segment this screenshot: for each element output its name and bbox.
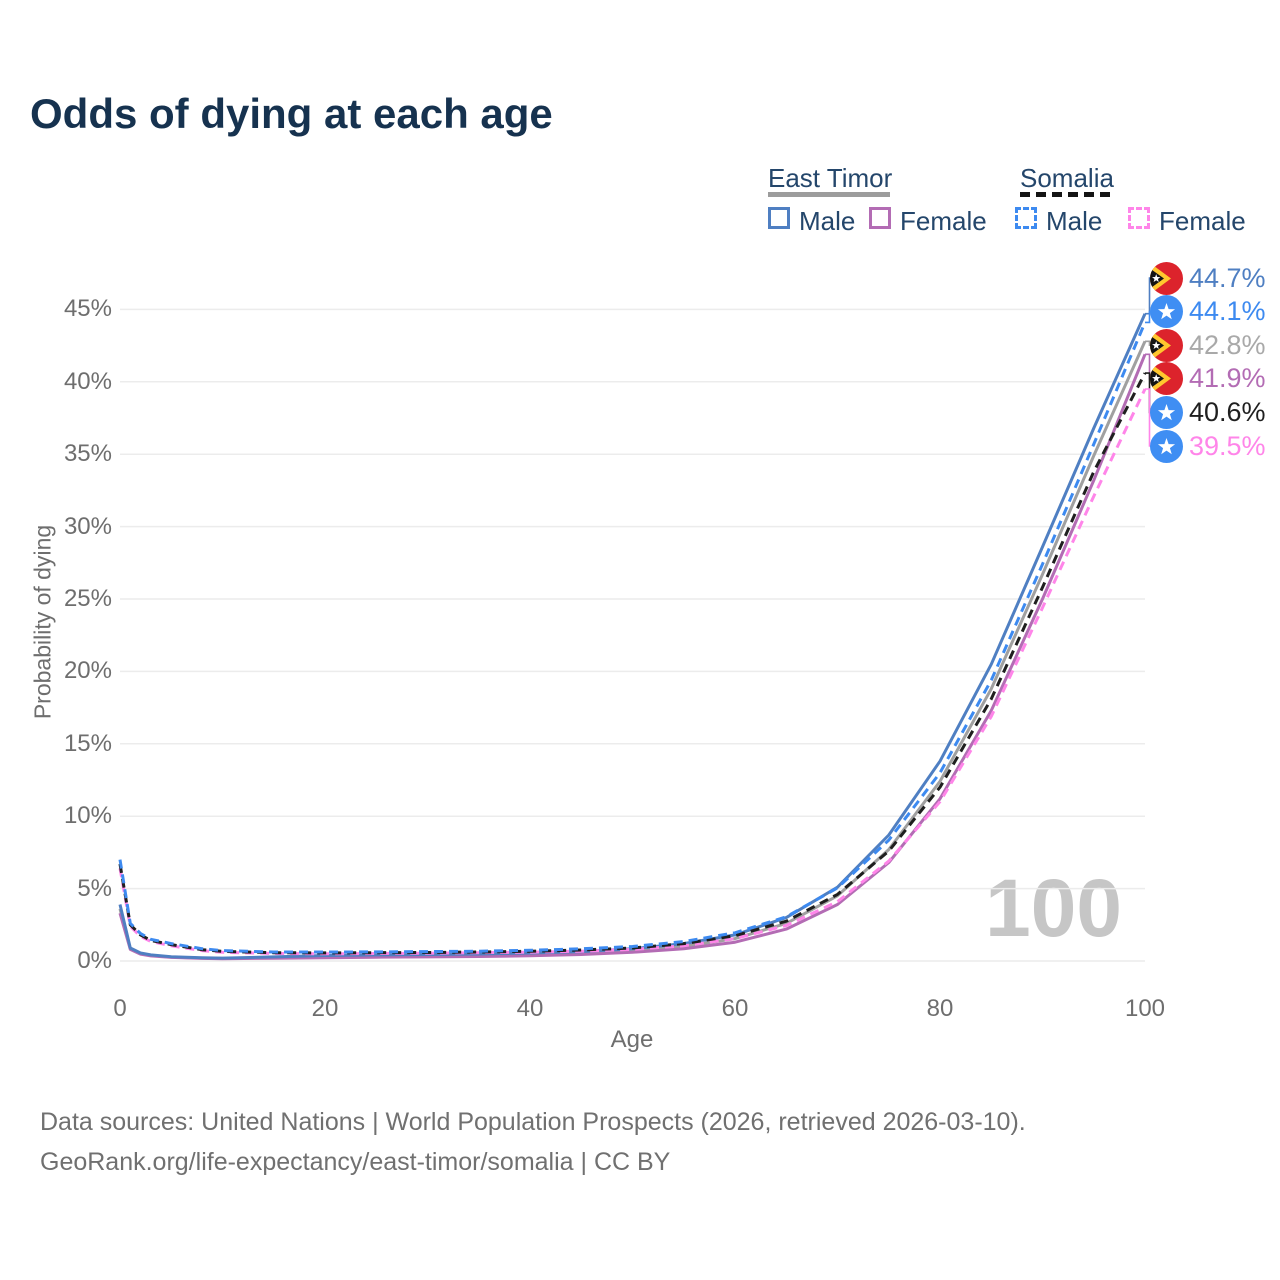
somalia-flag-icon xyxy=(1150,295,1183,329)
x-tick-label: 60 xyxy=(721,995,749,1022)
x-axis-title: Age xyxy=(610,1026,654,1053)
somalia-flag-icon xyxy=(1150,395,1183,429)
legend-label-somalia-male[interactable]: Male xyxy=(1046,206,1103,236)
x-tick-label: 40 xyxy=(516,995,544,1022)
east-timor-flag-icon xyxy=(1150,261,1183,295)
east-timor-male-swatch[interactable] xyxy=(768,207,790,229)
east-timor-solid-line-swatch xyxy=(768,192,890,197)
y-tick-label: 20% xyxy=(63,657,112,685)
somalia-male-swatch[interactable] xyxy=(1015,207,1037,229)
end-value-label: 41.9% xyxy=(1189,363,1266,394)
east-timor-flag-icon xyxy=(1150,328,1183,362)
y-tick-label: 45% xyxy=(63,295,112,323)
x-tick-label: 20 xyxy=(311,995,339,1022)
end-value-label: 39.5% xyxy=(1189,430,1266,461)
east-timor-flag-icon xyxy=(1150,362,1183,396)
end-value-label: 40.6% xyxy=(1189,396,1266,427)
x-tick-label: 0 xyxy=(113,995,127,1022)
y-tick-label: 40% xyxy=(63,367,112,395)
x-tick-label: 100 xyxy=(1124,995,1166,1022)
somalia-female-swatch[interactable] xyxy=(1128,207,1150,229)
data-sources-note: Data sources: United Nations | World Pop… xyxy=(40,1108,1026,1136)
series-line-somalia-male[interactable] xyxy=(118,321,1147,954)
legend-group-somalia[interactable]: Somalia xyxy=(1020,163,1114,193)
y-tick-label: 5% xyxy=(77,874,112,902)
y-tick-label: 0% xyxy=(77,947,112,974)
y-tick-label: 15% xyxy=(63,729,112,757)
x-tick-label: 80 xyxy=(926,995,954,1022)
series-line-east-timor-both[interactable] xyxy=(118,340,1147,960)
end-value-label: 44.1% xyxy=(1189,296,1266,327)
page-title: Odds of dying at each age xyxy=(30,90,553,137)
attribution-note: GeoRank.org/life-expectancy/east-timor/s… xyxy=(40,1148,671,1176)
somalia-dashed-line-swatch xyxy=(1020,192,1110,197)
legend-label-east-timor-female[interactable]: Female xyxy=(900,206,987,236)
somalia-flag-icon xyxy=(1150,429,1183,463)
series-line-east-timor-female[interactable] xyxy=(118,353,1147,961)
legend-label-somalia-female[interactable]: Female xyxy=(1159,206,1246,236)
y-tick-label: 30% xyxy=(63,512,112,540)
y-tick-label: 25% xyxy=(63,585,112,612)
east-timor-female-swatch[interactable] xyxy=(869,207,891,229)
y-tick-label: 10% xyxy=(63,802,112,830)
end-value-label: 42.8% xyxy=(1189,329,1266,360)
end-value-label: 44.7% xyxy=(1189,262,1266,293)
series-line-east-timor-male[interactable] xyxy=(118,313,1147,960)
age-watermark: 100 xyxy=(985,863,1122,954)
legend-label-east-timor-male[interactable]: Male xyxy=(799,206,856,236)
y-tick-label: 35% xyxy=(63,440,112,468)
legend-group-east-timor[interactable]: East Timor xyxy=(768,163,893,193)
